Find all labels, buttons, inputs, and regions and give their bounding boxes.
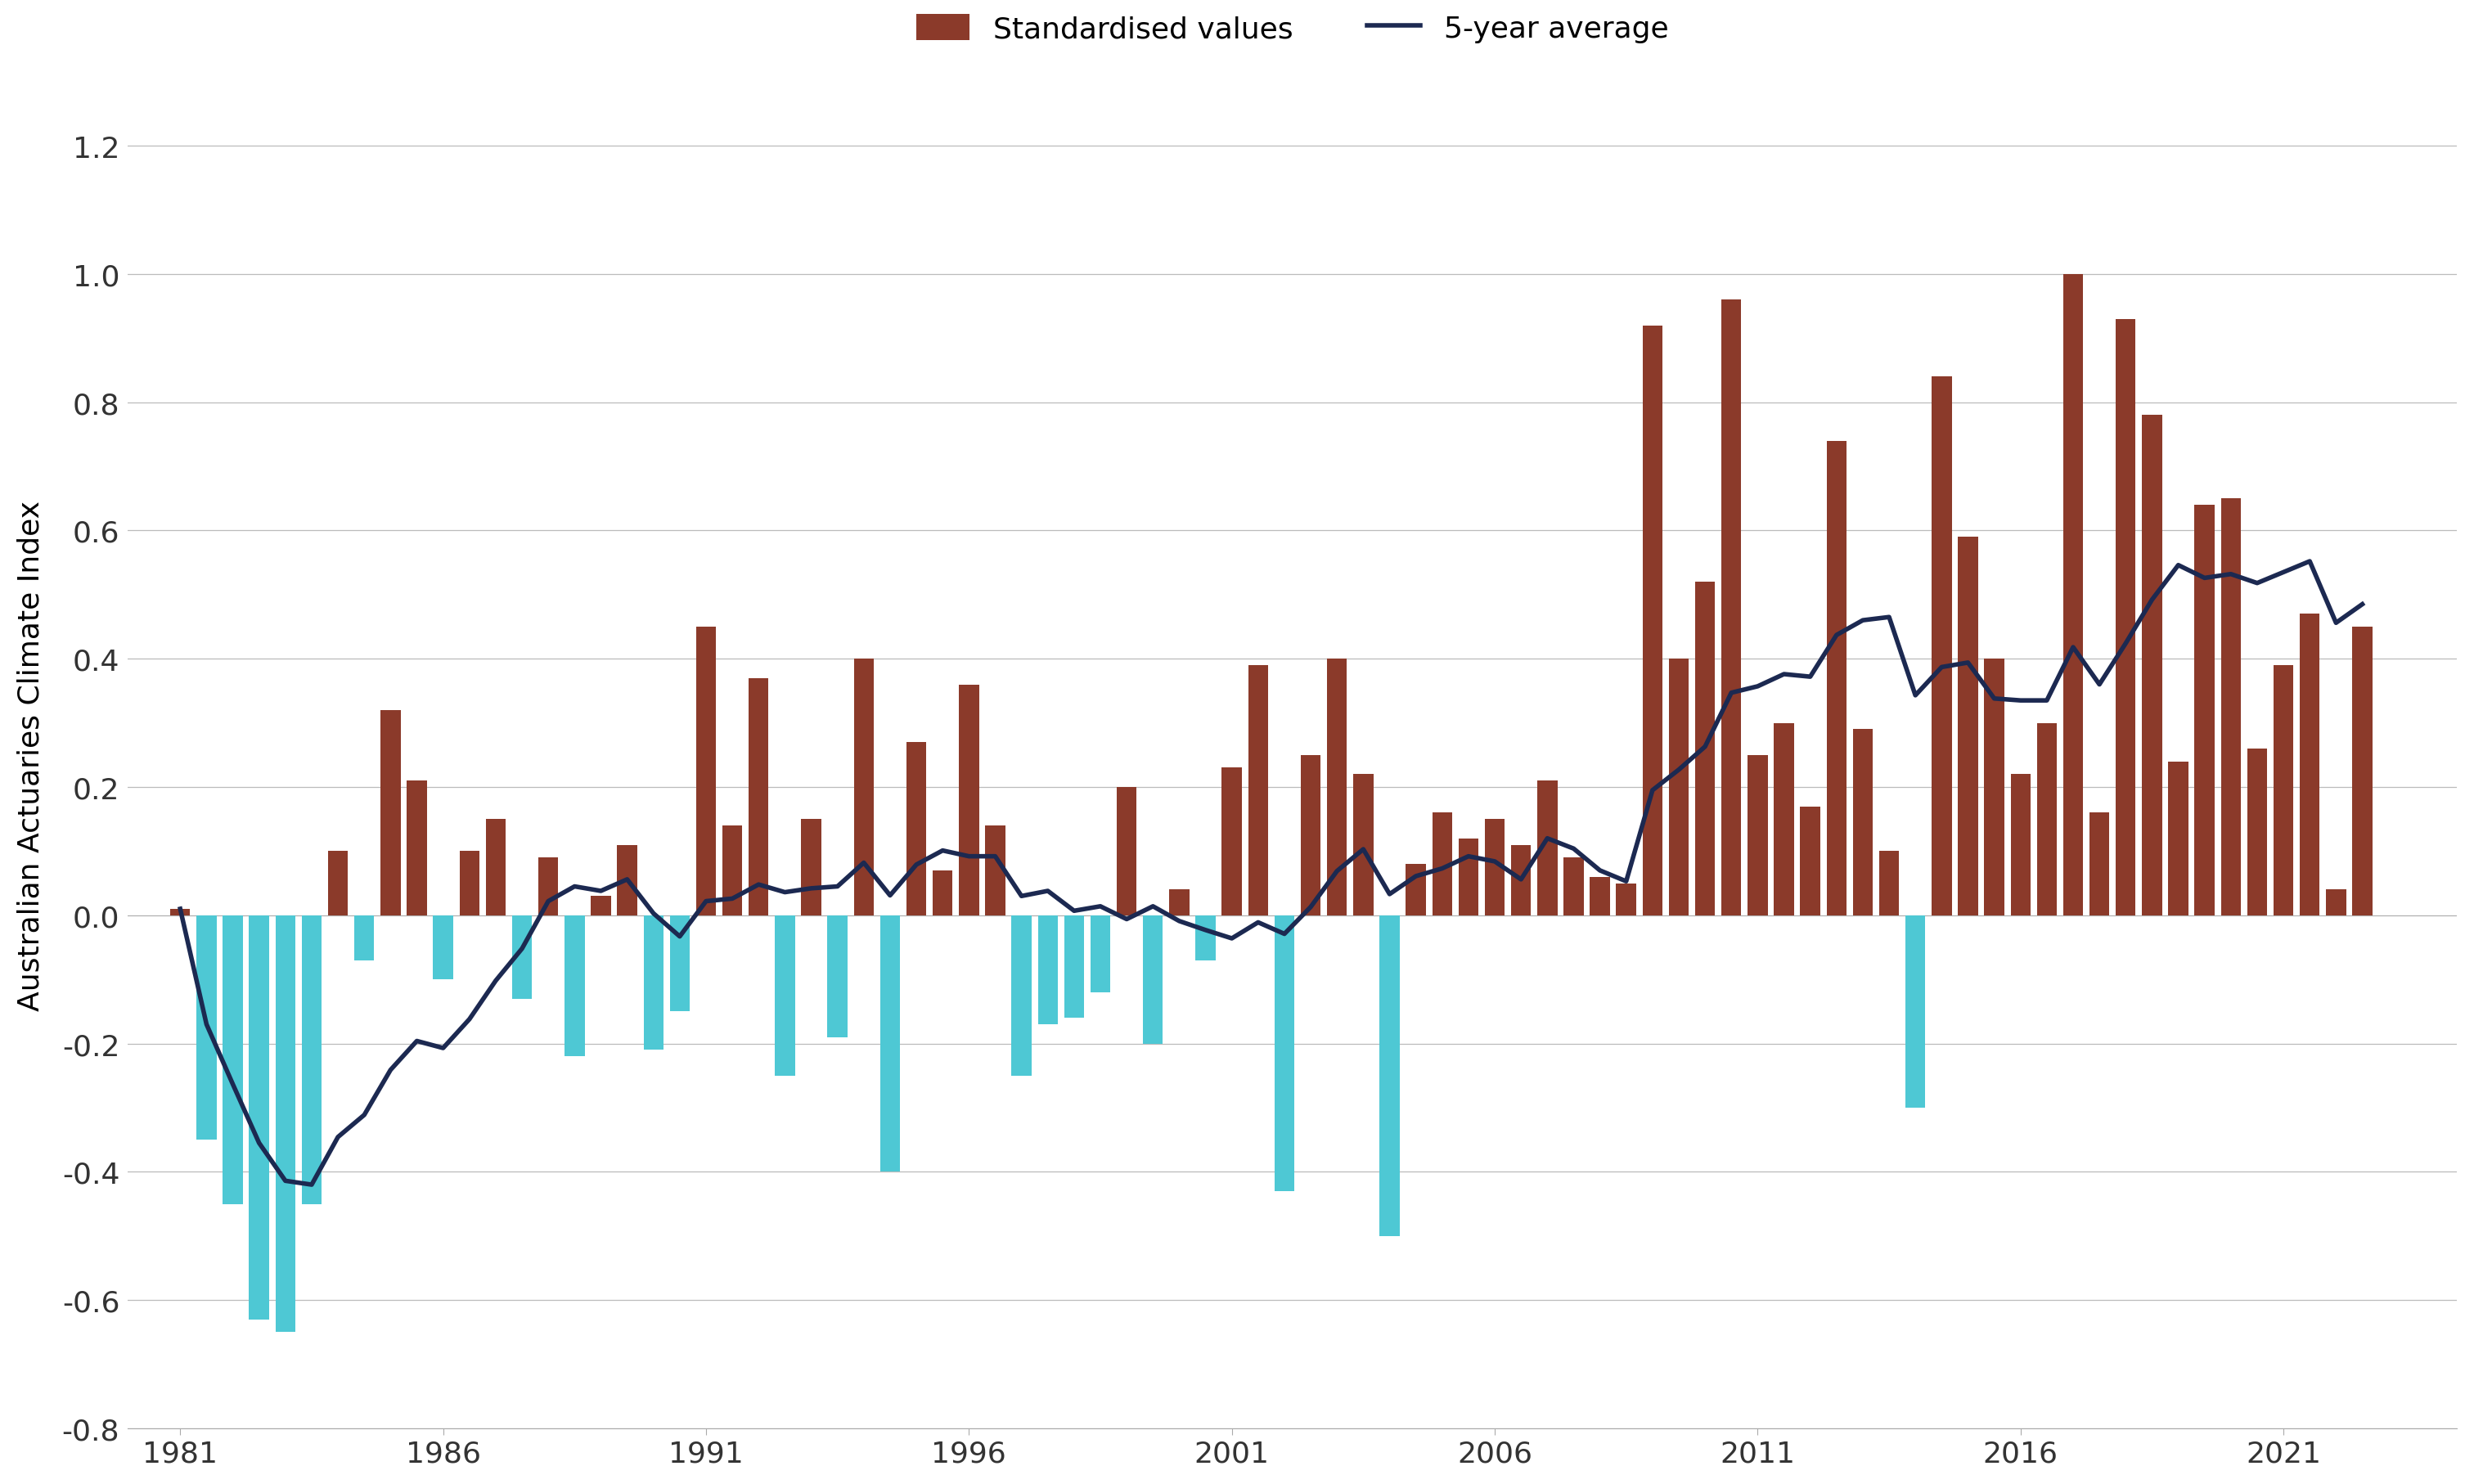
Bar xyxy=(433,916,453,979)
Bar xyxy=(1247,666,1269,916)
Bar xyxy=(1591,877,1611,916)
Bar xyxy=(1326,659,1346,916)
Bar xyxy=(1012,916,1032,1076)
Bar xyxy=(564,916,584,1057)
Bar xyxy=(1091,916,1111,993)
Y-axis label: Australian Actuaries Climate Index: Australian Actuaries Climate Index xyxy=(17,500,45,1011)
Bar xyxy=(774,916,794,1076)
Bar xyxy=(1801,807,1821,916)
Bar xyxy=(2246,749,2266,916)
Bar xyxy=(1222,769,1242,916)
Bar xyxy=(2115,319,2135,916)
Bar xyxy=(1064,916,1084,1018)
Bar xyxy=(406,781,428,916)
Bar xyxy=(2167,761,2189,916)
Bar xyxy=(1774,723,1794,916)
Bar xyxy=(616,844,638,916)
Bar xyxy=(1670,659,1690,916)
Bar xyxy=(591,896,611,916)
Bar xyxy=(1695,582,1714,916)
Bar xyxy=(1932,377,1952,916)
Bar xyxy=(1484,819,1504,916)
Bar xyxy=(695,628,715,916)
Bar xyxy=(2301,614,2321,916)
Bar xyxy=(1301,755,1321,916)
Bar xyxy=(905,742,925,916)
Bar xyxy=(1536,781,1556,916)
Bar xyxy=(1880,852,1900,916)
Bar xyxy=(381,711,401,916)
Bar xyxy=(460,852,480,916)
Bar xyxy=(1170,890,1190,916)
Bar xyxy=(2063,275,2083,916)
Bar xyxy=(960,684,980,916)
Bar xyxy=(2194,506,2214,916)
Bar xyxy=(802,819,821,916)
Bar xyxy=(1957,537,1977,916)
Bar xyxy=(1195,916,1215,960)
Bar xyxy=(2142,416,2162,916)
Bar xyxy=(2011,775,2031,916)
Bar xyxy=(2036,723,2056,916)
Bar xyxy=(1826,441,1846,916)
Bar xyxy=(2222,499,2241,916)
Bar xyxy=(195,916,218,1140)
Bar xyxy=(643,916,663,1051)
Bar xyxy=(881,916,901,1172)
Bar xyxy=(275,916,294,1333)
Bar xyxy=(1274,916,1294,1192)
Bar xyxy=(539,858,559,916)
Bar xyxy=(985,825,1004,916)
Bar xyxy=(1380,916,1400,1236)
Bar xyxy=(1616,883,1635,916)
Bar xyxy=(1722,300,1742,916)
Bar xyxy=(1643,326,1663,916)
Bar xyxy=(1853,730,1873,916)
Bar xyxy=(354,916,374,960)
Bar xyxy=(826,916,849,1037)
Bar xyxy=(223,916,242,1204)
Bar xyxy=(1037,916,1059,1024)
Bar xyxy=(171,910,190,916)
Bar xyxy=(2091,813,2110,916)
Bar xyxy=(722,825,742,916)
Bar xyxy=(1353,775,1373,916)
Bar xyxy=(933,871,952,916)
Bar xyxy=(1984,659,2004,916)
Bar xyxy=(250,916,270,1319)
Bar xyxy=(302,916,322,1204)
Bar xyxy=(329,852,349,916)
Bar xyxy=(1116,788,1136,916)
Bar xyxy=(1512,844,1531,916)
Bar xyxy=(1905,916,1925,1109)
Bar xyxy=(2274,666,2293,916)
Bar xyxy=(2326,890,2345,916)
Bar xyxy=(512,916,532,999)
Legend: Standardised values, 5-year average: Standardised values, 5-year average xyxy=(905,3,1680,55)
Bar xyxy=(1405,864,1425,916)
Bar xyxy=(1432,813,1452,916)
Bar xyxy=(750,678,769,916)
Bar xyxy=(670,916,690,1012)
Bar xyxy=(485,819,505,916)
Bar xyxy=(1460,838,1479,916)
Bar xyxy=(854,659,873,916)
Bar xyxy=(1143,916,1163,1043)
Bar xyxy=(2353,628,2373,916)
Bar xyxy=(1564,858,1583,916)
Bar xyxy=(1747,755,1766,916)
